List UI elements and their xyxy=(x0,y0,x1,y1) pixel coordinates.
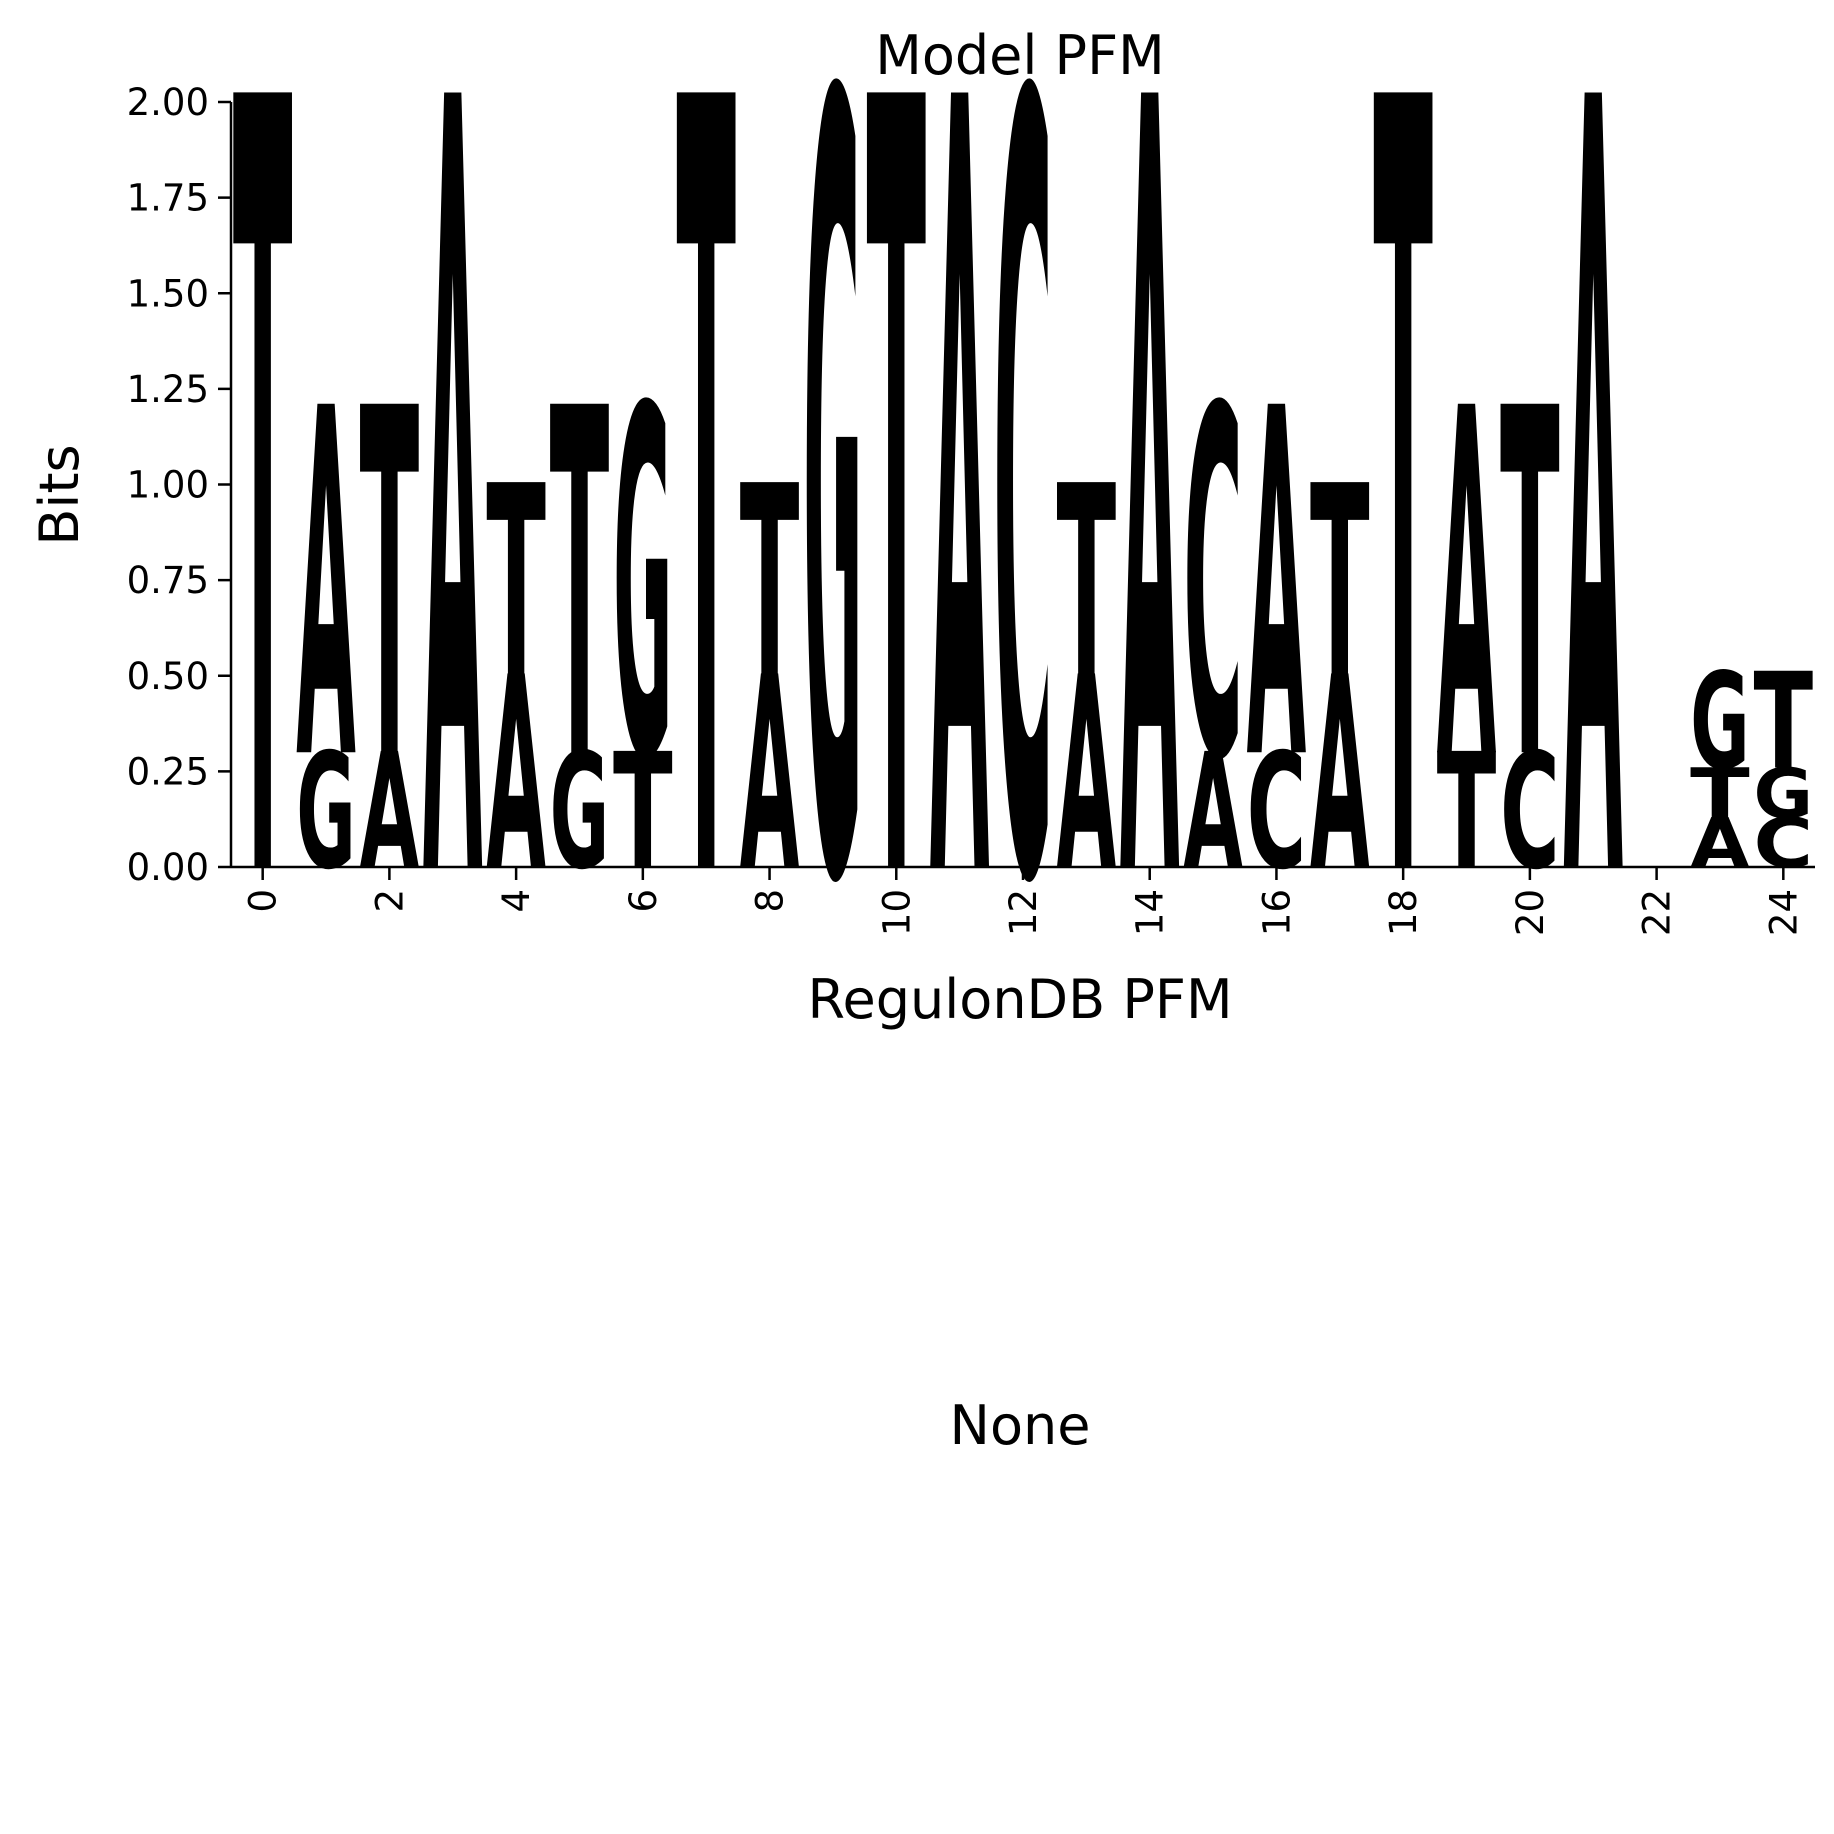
logo-letter-T-pos-10: T xyxy=(867,0,927,1118)
y-tick-label: 0.00 xyxy=(127,846,209,889)
y-tick-label: 1.00 xyxy=(127,464,209,507)
x-tick-label: 6 xyxy=(622,889,665,913)
logo-letter-C-pos-15: C xyxy=(1183,309,1243,865)
logo-letter-A-pos-15: A xyxy=(1183,719,1243,905)
logo-letter-A-pos-23: A xyxy=(1690,804,1750,884)
x-axis-label: RegulonDB PFM xyxy=(807,968,1232,1031)
x-tick-label: 12 xyxy=(1002,889,1045,936)
y-tick-label: 1.75 xyxy=(127,177,209,220)
logo-letter-G-pos-24: G xyxy=(1754,753,1814,834)
logo-letter-A-pos-3: A xyxy=(423,0,483,1118)
x-tick-label: 14 xyxy=(1129,889,1172,936)
logo-letter-C-pos-12: C xyxy=(993,0,1053,1118)
logo-letter-T-pos-20: T xyxy=(1500,310,1560,866)
logo-letter-G-pos-5: G xyxy=(550,720,610,905)
x-tick-label: 22 xyxy=(1636,889,1679,936)
logo-letter-G-pos-23: G xyxy=(1690,646,1750,800)
logo-letter-A-pos-17: A xyxy=(1310,621,1370,931)
y-tick-label: 1.25 xyxy=(127,368,209,411)
x-tick-label: 18 xyxy=(1382,889,1425,936)
y-tick-label: 2.00 xyxy=(127,81,209,124)
logo-letter-A-pos-1: A xyxy=(296,308,356,865)
logo-letter-T-pos-5: T xyxy=(550,310,610,866)
x-tick-label: 24 xyxy=(1762,889,1805,936)
logo-letter-T-pos-19: T xyxy=(1437,721,1497,906)
logo-letter-A-pos-13: A xyxy=(1057,621,1117,931)
logo-letter-T-pos-8: T xyxy=(740,429,800,739)
lower-panel-title: None xyxy=(950,1394,1091,1457)
x-tick-label: 16 xyxy=(1255,889,1298,936)
chart-title: Model PFM xyxy=(875,24,1165,87)
x-tick-label: 0 xyxy=(242,889,285,913)
logo-letter-A-pos-19: A xyxy=(1437,308,1497,865)
logo-letter-A-pos-16: A xyxy=(1247,308,1307,865)
x-tick-label: 4 xyxy=(495,889,538,913)
x-tick-label: 8 xyxy=(749,889,792,913)
y-tick-label: 1.50 xyxy=(127,272,209,315)
logo-letter-A-pos-14: A xyxy=(1120,0,1180,1118)
y-tick-label: 0.50 xyxy=(127,655,209,698)
logo-letter-T-pos-2: T xyxy=(360,310,420,866)
y-tick-label: 0.75 xyxy=(127,559,209,602)
logo-letter-T-pos-23: T xyxy=(1690,753,1750,834)
x-tick-label: 10 xyxy=(875,889,918,936)
logo-letter-G-pos-9: G xyxy=(803,0,863,1118)
logo-letter-A-pos-11: A xyxy=(930,0,990,1118)
y-axis-label: Bits xyxy=(28,444,91,545)
logo-letter-T-pos-13: T xyxy=(1057,429,1117,739)
logo-letter-T-pos-24: T xyxy=(1754,645,1814,800)
logo-letter-A-pos-21: A xyxy=(1563,0,1623,1118)
logo-letter-T-pos-18: T xyxy=(1373,0,1433,1118)
axes: 0.000.250.500.751.001.251.501.752.000 2 4 6… xyxy=(127,81,1815,936)
logo-letter-G-pos-1: G xyxy=(296,720,356,905)
x-tick-label: 20 xyxy=(1509,889,1552,936)
x-tick-label: 2 xyxy=(368,889,411,913)
logo-letter-T-pos-4: T xyxy=(486,429,546,739)
logo-letter-T-pos-7: T xyxy=(676,0,736,1118)
logo-letter-T-pos-0: T xyxy=(233,0,293,1118)
logo-letter-G-pos-6: G xyxy=(613,309,673,865)
logo-letter-T-pos-17: T xyxy=(1310,429,1370,739)
y-tick-label: 0.25 xyxy=(127,750,209,793)
